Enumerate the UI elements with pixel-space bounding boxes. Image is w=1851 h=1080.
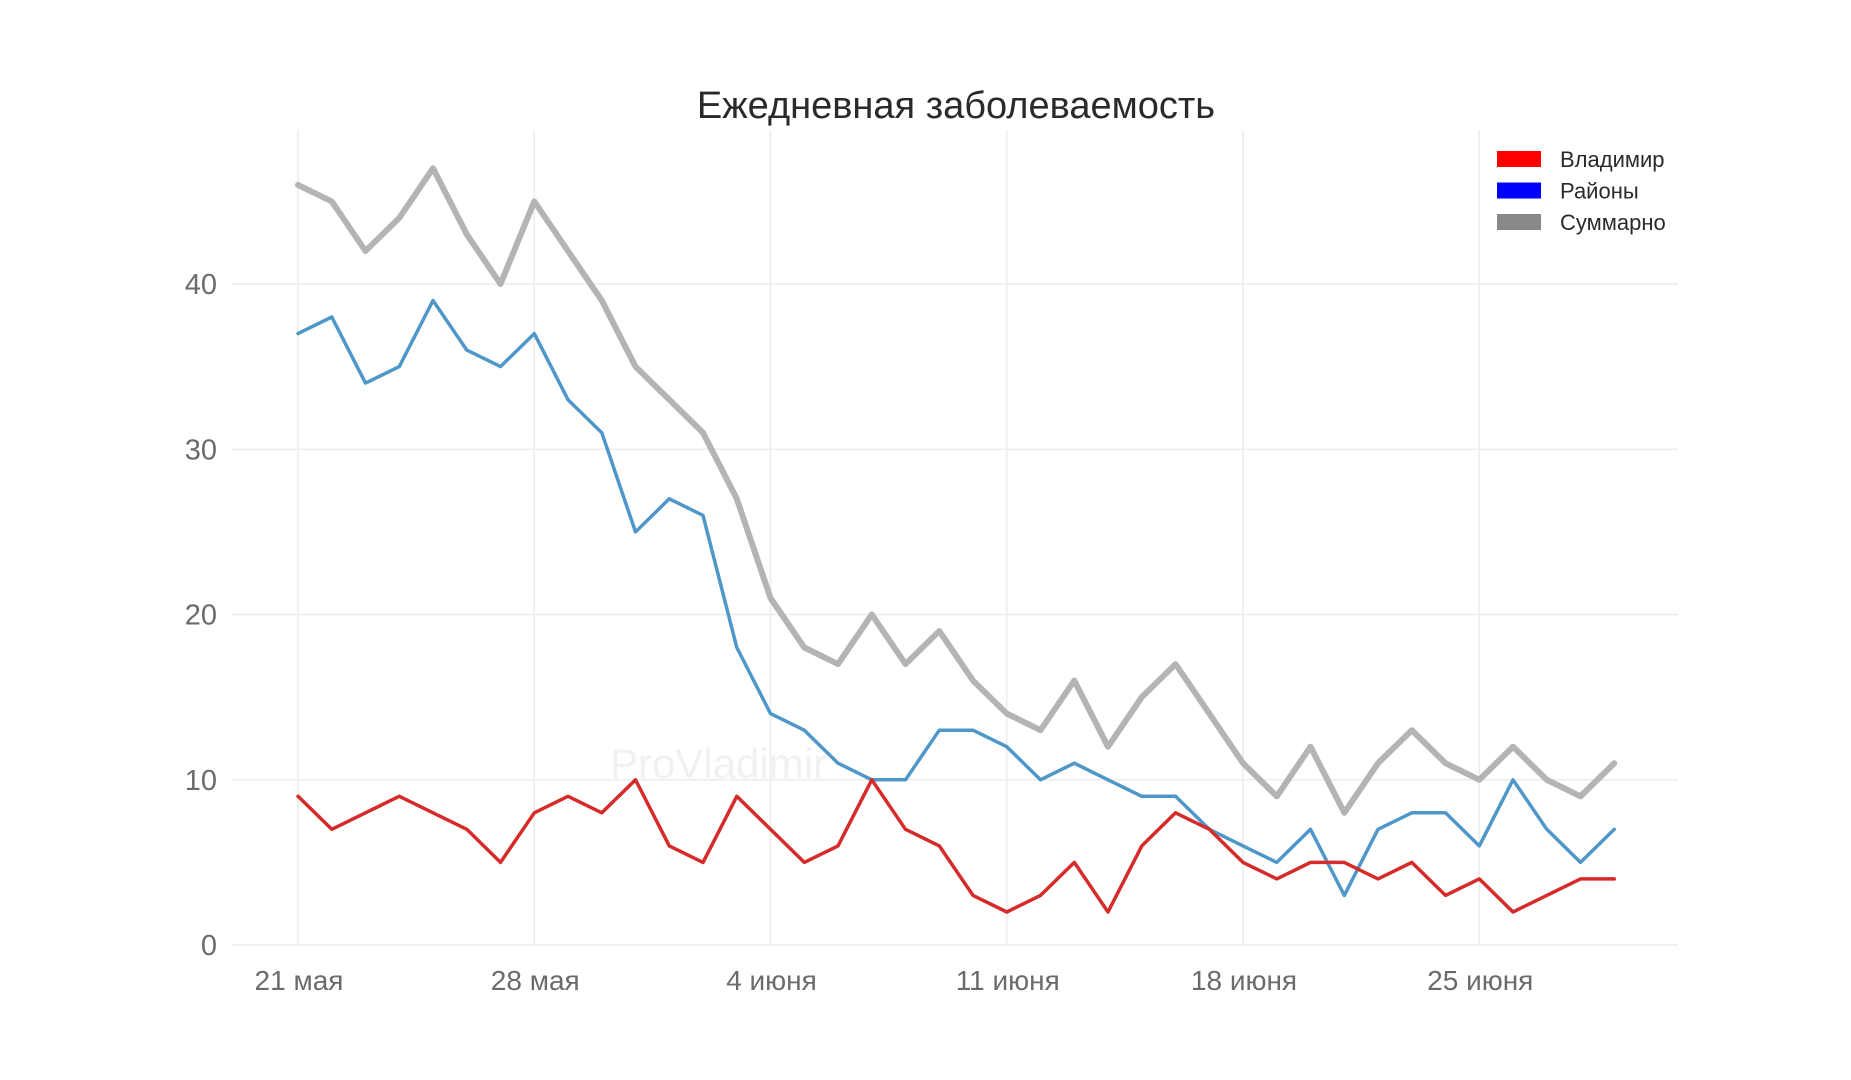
series-line-1 <box>296 298 1617 898</box>
legend-label: Суммарно <box>1560 210 1666 235</box>
x-tick-label: 18 июня <box>1191 965 1297 996</box>
legend-swatch <box>1497 182 1541 199</box>
series-line-0 <box>295 165 1618 816</box>
chart-title: Ежедневная заболеваемость <box>697 85 1215 127</box>
legend-swatch <box>1497 214 1541 230</box>
y-tick-label: 10 <box>185 765 217 797</box>
y-axis: 0 10 20 30 40 <box>185 269 217 962</box>
x-tick-label: 28 мая <box>491 965 580 996</box>
y-tick-label: 40 <box>185 269 217 301</box>
legend-swatch <box>1497 151 1541 167</box>
legend-label: Владимир <box>1560 147 1665 172</box>
x-tick-label: 4 июня <box>726 965 817 996</box>
x-axis: 21 мая 28 мая 4 июня 11 июня 18 июня 25 июня <box>255 965 1534 996</box>
grid <box>232 130 1678 946</box>
x-tick-label: 25 июня <box>1427 965 1533 996</box>
x-tick-label: 21 мая <box>255 965 344 996</box>
y-tick-label: 20 <box>185 600 217 632</box>
series-layer <box>295 165 1618 914</box>
series-line-2 <box>296 778 1617 914</box>
x-tick-label: 11 июня <box>956 965 1060 996</box>
y-tick-label: 0 <box>201 930 217 962</box>
y-tick-label: 30 <box>185 434 217 466</box>
legend: Владимир Районы Суммарно <box>1497 147 1666 235</box>
legend-label: Районы <box>1560 179 1639 204</box>
